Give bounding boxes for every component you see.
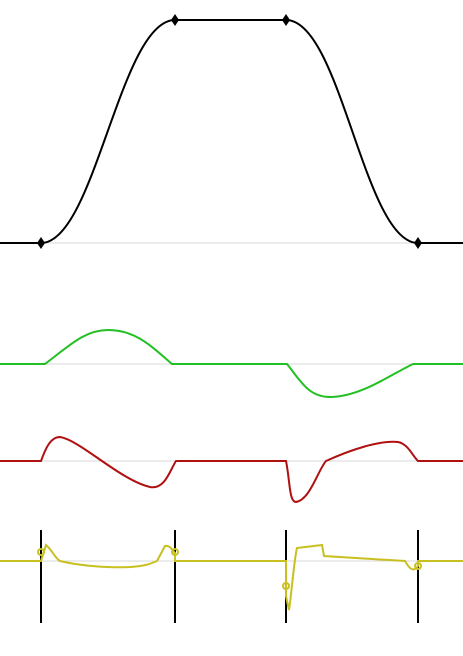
position-keyframes bbox=[37, 14, 422, 249]
acceleration-curve bbox=[0, 435, 463, 504]
handle bbox=[282, 582, 290, 590]
velocity-curve bbox=[0, 328, 463, 399]
handle bbox=[414, 562, 422, 570]
keyframe bbox=[37, 237, 45, 249]
handle bbox=[171, 548, 179, 556]
keyframe bbox=[414, 237, 422, 249]
jerk-curve bbox=[0, 543, 463, 611]
keyframe bbox=[282, 14, 290, 26]
jerk-handles bbox=[37, 548, 422, 590]
keyframe bbox=[171, 14, 179, 26]
position-curve bbox=[0, 19, 463, 244]
handle bbox=[37, 548, 45, 556]
